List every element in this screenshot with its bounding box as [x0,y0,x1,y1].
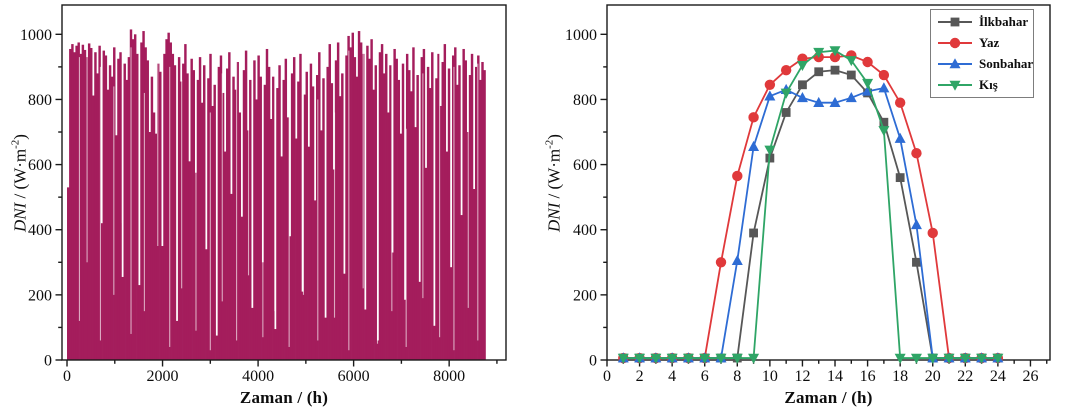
x-tick-label: 4000 [242,368,274,385]
x-tick-label: 8 [733,368,741,385]
y-tick-label: 400 [28,222,52,239]
x-tick-label: 8000 [433,368,465,385]
x-tick-label: 24 [990,368,1006,385]
series-kis [617,46,1004,364]
light-streaks [78,37,479,351]
annual-dni-plot: 0 2000 4000 6000 8000 0 200 400 600 800 1000 [20,4,507,385]
y-tick-label: 600 [28,157,52,174]
legend-label: Sonbahar [979,55,1034,71]
x-tick-label: 22 [957,368,973,385]
x-tick-label: 6 [701,368,709,385]
y-tick-label: 1000 [20,27,52,44]
x-tick-label: 18 [892,368,908,385]
x-tick-label: 2 [636,368,644,385]
left-x-axis-label: Zaman / (h) [239,388,329,407]
x-tick-label: 6000 [338,368,370,385]
axes [55,4,507,367]
legend-item-sonbahar: Sonbahar [931,54,1033,74]
y-tick-label: 800 [28,92,52,109]
left-y-axis-label: DNI / (W·m-2) [9,134,30,232]
legend-label: Yaz [979,35,1000,51]
y-tick-label: 400 [573,222,597,239]
seasonal-dni-panel: 0 2 4 6 8 10 12 14 16 18 20 22 24 26 0 200 400 600 800 1000… [534,0,1068,413]
x-tick-label: 20 [925,368,941,385]
x-tick-label: 0 [603,368,611,385]
sonbahar-triangle-up-marker-icon [938,58,972,69]
legend-item-kis: Kış [931,75,1033,95]
x-tick-label: 12 [794,368,810,385]
y-tick-label: 0 [589,353,597,370]
series-sonbahar [617,82,1004,363]
right-y-axis-label: DNI / (W·m-2) [543,134,564,232]
y-tick-label: 0 [44,353,52,370]
y-tick-label: 200 [573,287,597,304]
legend-item-ilkbahar: İlkbahar [931,12,1033,32]
x-tick-label: 16 [860,368,876,385]
x-tick-label: 26 [1022,368,1038,385]
x-tick-label: 2000 [147,368,179,385]
legend-label: İlkbahar [979,14,1029,30]
x-tick-label: 10 [762,368,778,385]
x-tick-label: 4 [668,368,676,385]
series-ilkbahar [618,65,1003,363]
x-tick-label: 14 [827,368,843,385]
y-tick-label: 600 [573,157,597,174]
annual-dni-panel: 0 2000 4000 6000 8000 0 200 400 600 800 1000 DNI /… [9,4,507,407]
ilkbahar-square-marker-icon [938,17,972,27]
x-tick-label: 0 [63,368,71,385]
legend-label: Kış [979,76,998,92]
legend: İlkbahar Yaz Sonbahar Kış [930,9,1034,98]
yaz-circle-marker-icon [938,37,972,49]
legend-item-yaz: Yaz [931,33,1033,53]
y-tick-label: 200 [28,287,52,304]
right-x-axis-label: Zaman / (h) [784,388,873,407]
y-tick-label: 800 [573,92,597,109]
kis-triangle-down-marker-icon [938,80,972,91]
y-tick-label: 1000 [565,27,597,44]
